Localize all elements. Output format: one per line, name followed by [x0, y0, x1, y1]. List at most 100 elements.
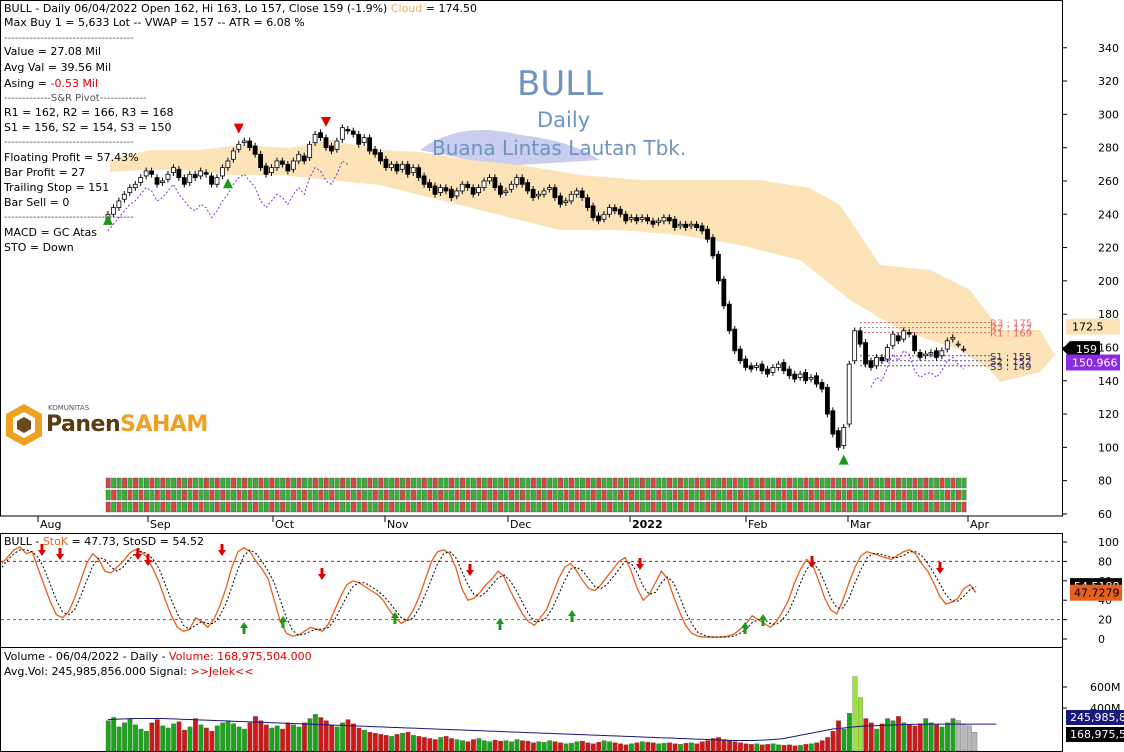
candle-body: [650, 220, 656, 225]
foreign-flow-cell: [710, 489, 716, 501]
foreign-flow-cell: [356, 477, 362, 489]
volume-value: Volume: 168,975,504.000: [169, 650, 312, 663]
volume-bar: [449, 738, 455, 752]
stoch-sell-arrow-icon: [466, 564, 474, 576]
foreign-flow-cell: [961, 501, 967, 513]
volume-bar: [361, 729, 367, 752]
macd-status: MACD = GC Atas: [4, 226, 98, 239]
foreign-flow-cell: [280, 489, 286, 501]
foreign-flow-cell: [182, 501, 187, 513]
foreign-flow-cell: [154, 501, 160, 513]
foreign-flow-cell: [487, 501, 493, 513]
foreign-flow-cell: [612, 501, 618, 513]
foreign-flow-cell: [770, 501, 776, 513]
foreign-flow-cell: [541, 489, 547, 501]
volume-bar: [847, 713, 852, 752]
volume-bar: [901, 722, 907, 752]
foreign-flow-cell: [694, 501, 700, 513]
x-tick-label: Nov: [387, 518, 409, 531]
volume-bar: [111, 717, 117, 752]
volume-bar: [133, 724, 138, 752]
foreign-flow-cell: [885, 489, 890, 501]
foreign-flow-cell: [672, 489, 678, 501]
volume-bar: [525, 740, 531, 752]
foreign-flow-cell: [868, 501, 874, 513]
foreign-flow-cell: [896, 501, 901, 513]
foreign-flow-cell: [312, 477, 318, 489]
foreign-flow-cell: [732, 489, 738, 501]
foreign-flow-cell: [874, 489, 880, 501]
volume-bar: [193, 718, 198, 752]
foreign-flow-cell: [607, 501, 613, 513]
foreign-flow-cell: [470, 477, 476, 489]
candle-body: [819, 382, 825, 390]
foreign-flow-cell: [694, 489, 700, 501]
foreign-flow-cell: [781, 477, 787, 489]
foreign-flow-cell: [830, 489, 836, 501]
foreign-flow-cell: [503, 501, 509, 513]
foreign-flow-cell: [950, 477, 956, 489]
y-tick-label: 160: [1098, 341, 1119, 354]
candle-body: [225, 160, 231, 169]
foreign-flow-cell: [214, 477, 220, 489]
foreign-flow-cell: [759, 477, 765, 489]
foreign-flow-cell: [552, 501, 558, 513]
y-tick-label: 60: [1098, 508, 1112, 521]
foreign-flow-cell: [138, 489, 144, 501]
volume-bar: [411, 735, 416, 752]
foreign-flow-cell: [367, 477, 373, 489]
candle-body: [421, 175, 427, 185]
separator: ------------------------------------: [4, 137, 134, 148]
stok-line: [1, 546, 977, 638]
foreign-flow-cell: [345, 489, 351, 501]
foreign-flow-cell: [879, 477, 885, 489]
foreign-flow-cell: [705, 477, 711, 489]
foreign-flow-cell: [547, 501, 553, 513]
candle-body: [399, 163, 405, 170]
foreign-flow-cell: [438, 489, 444, 501]
foreign-flow-cell: [133, 501, 138, 513]
candle-body: [803, 372, 808, 382]
volume-bar: [176, 721, 182, 752]
candle-body: [547, 187, 552, 190]
foreign-flow-cell: [323, 477, 329, 489]
foreign-flow-cell: [400, 489, 405, 501]
foreign-flow-cell: [928, 477, 934, 489]
foreign-flow-cell: [236, 489, 242, 501]
foreign-flow-cell: [689, 477, 694, 489]
foreign-flow-cell: [307, 501, 313, 513]
foreign-flow-cell: [465, 477, 471, 489]
candle-body: [672, 218, 678, 228]
volume-bar: [650, 742, 656, 752]
cloud-value: = 174.50: [425, 2, 477, 15]
stoch-buy-arrow-icon: [741, 622, 749, 634]
foreign-flow-cell: [798, 477, 803, 489]
foreign-flow-cell: [956, 477, 961, 489]
watermark-company: Buana Lintas Lautan Tbk.: [432, 136, 687, 160]
foreign-flow-cell: [122, 489, 127, 501]
foreign-flow-cell: [678, 489, 683, 501]
foreign-flow-cell: [525, 489, 531, 501]
cloud-tag: 172.5: [1072, 321, 1104, 334]
candle-body: [339, 127, 345, 140]
foreign-flow-cell: [258, 477, 264, 489]
stoch-buy-arrow-icon: [240, 622, 248, 634]
foreign-flow-cell: [405, 501, 411, 513]
foreign-flow-cell: [792, 477, 798, 489]
candle-body: [710, 237, 716, 257]
candle-body: [378, 152, 383, 162]
sell-signal-icon: [321, 117, 331, 128]
candle-body: [743, 358, 749, 368]
close-tag: 159: [1076, 343, 1097, 356]
ohlc-summary: BULL - Daily 06/04/2022 Open 162, Hi 163…: [4, 2, 388, 15]
pivot-label: S1 : 155: [990, 352, 1032, 363]
candle-body: [579, 190, 585, 199]
foreign-flow-cell: [770, 489, 776, 501]
foreign-flow-cell: [798, 501, 803, 513]
volume-bar: [280, 728, 286, 752]
foreign-flow-cell: [917, 477, 923, 489]
foreign-flow-cell: [743, 501, 749, 513]
foreign-flow-cell: [847, 477, 852, 489]
volume-signal: >>Jelek<<: [190, 665, 254, 678]
volume-bar: [792, 745, 798, 752]
